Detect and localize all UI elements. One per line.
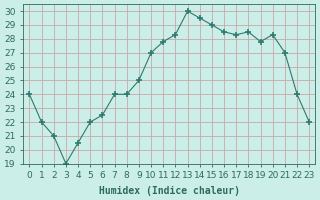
X-axis label: Humidex (Indice chaleur): Humidex (Indice chaleur) (99, 186, 240, 196)
